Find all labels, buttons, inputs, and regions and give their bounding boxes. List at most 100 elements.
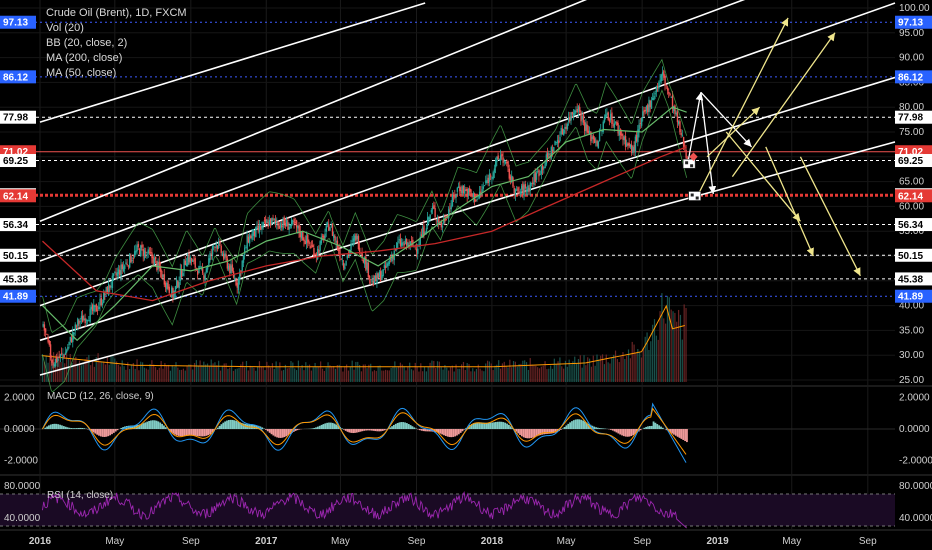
- volume-bar: [588, 358, 591, 382]
- volume-bar: [620, 356, 622, 382]
- volume-bar: [384, 369, 387, 382]
- level-badge-bg: [895, 272, 932, 286]
- candle: [457, 186, 460, 189]
- candle: [253, 231, 256, 237]
- volume-bar: [166, 365, 168, 382]
- candle: [424, 232, 426, 234]
- level-badge-62.14-right: 62.14: [895, 189, 932, 203]
- volume-bar: [346, 364, 348, 382]
- candle: [628, 142, 630, 147]
- volume-bar: [320, 361, 322, 382]
- price-tick-label: 35.00: [899, 325, 924, 336]
- volume-bar: [251, 366, 253, 382]
- candle: [78, 320, 80, 324]
- candle: [319, 241, 321, 251]
- candle: [62, 354, 64, 356]
- volume-bar: [282, 370, 285, 382]
- volume-bar: [397, 366, 400, 382]
- volume-bar: [676, 321, 678, 382]
- macd-histogram-bar: [537, 429, 540, 436]
- time-tick-label: Sep: [859, 536, 877, 547]
- volume-bar: [614, 350, 617, 382]
- volume-bar: [555, 364, 557, 382]
- macd-histogram-bar: [535, 429, 538, 437]
- volume-bar: [509, 359, 511, 382]
- volume-bar: [173, 366, 175, 382]
- volume-bar: [668, 297, 670, 382]
- candle: [179, 269, 182, 281]
- ma50-line: [42, 106, 687, 342]
- level-badge-text: 41.89: [898, 292, 923, 303]
- candle: [366, 262, 368, 271]
- candle: [141, 244, 143, 248]
- candle: [355, 233, 357, 241]
- macd-histogram-bar: [361, 429, 364, 432]
- volume-bar: [106, 357, 108, 382]
- macd-histogram-bar: [111, 429, 113, 435]
- macd-histogram-bar: [444, 429, 447, 436]
- volume-bar: [505, 366, 507, 382]
- volume-bar: [518, 363, 520, 382]
- macd-histogram-bar: [450, 429, 453, 438]
- candle: [268, 219, 271, 226]
- level-badge-bg: [895, 248, 932, 262]
- flag-icon-check: [685, 161, 694, 168]
- volume-bar: [64, 363, 66, 382]
- candle: [287, 222, 289, 230]
- candle: [230, 265, 232, 274]
- volume-bar: [440, 367, 442, 382]
- volume-bar: [665, 323, 667, 382]
- macd-histogram-bar: [404, 422, 406, 429]
- macd-histogram-bar: [632, 429, 635, 436]
- macd-histogram-bar: [478, 422, 481, 429]
- candle: [201, 268, 204, 274]
- candle: [178, 282, 180, 289]
- macd-histogram-bar: [394, 423, 397, 429]
- candle: [561, 128, 564, 134]
- candle: [466, 188, 468, 197]
- candle: [282, 218, 284, 230]
- macd-histogram-bar: [192, 429, 195, 436]
- channel-line-3: [39, 0, 746, 262]
- candle: [159, 266, 162, 272]
- candle: [580, 112, 582, 122]
- candle: [404, 239, 407, 244]
- candle: [47, 337, 49, 342]
- macd-histogram-bar: [285, 429, 288, 437]
- candle: [428, 217, 430, 220]
- candle: [550, 147, 553, 159]
- volume-bar: [336, 365, 338, 382]
- macd-histogram-bar: [613, 429, 616, 432]
- candle: [522, 183, 524, 195]
- candle: [63, 355, 65, 357]
- volume-bar: [244, 367, 246, 382]
- candle: [669, 93, 671, 96]
- candle: [381, 274, 383, 280]
- macd-pane-label: MACD (12, 26, close, 9): [47, 391, 154, 402]
- candle: [267, 222, 269, 227]
- volume-bar: [640, 357, 643, 382]
- volume-bar: [451, 365, 453, 382]
- candle: [456, 187, 459, 192]
- candle: [46, 334, 48, 335]
- candle: [82, 315, 84, 323]
- candle: [260, 227, 262, 230]
- candle: [382, 269, 384, 276]
- macd-histogram-bar: [198, 429, 201, 437]
- candle: [380, 271, 382, 281]
- macd-histogram-bar: [378, 429, 380, 432]
- candle: [588, 130, 591, 135]
- volume-bar: [219, 370, 222, 382]
- macd-histogram-bar: [150, 420, 152, 429]
- candle: [469, 188, 471, 192]
- volume-bar: [214, 362, 216, 382]
- candle: [443, 218, 445, 224]
- candle: [130, 255, 132, 263]
- candle: [329, 227, 331, 231]
- macd-histogram-bar: [661, 427, 664, 429]
- volume-bar: [514, 361, 516, 382]
- level-badge-bg: [895, 110, 932, 124]
- price-tick-label: 80.00: [899, 102, 924, 113]
- candle: [513, 188, 515, 194]
